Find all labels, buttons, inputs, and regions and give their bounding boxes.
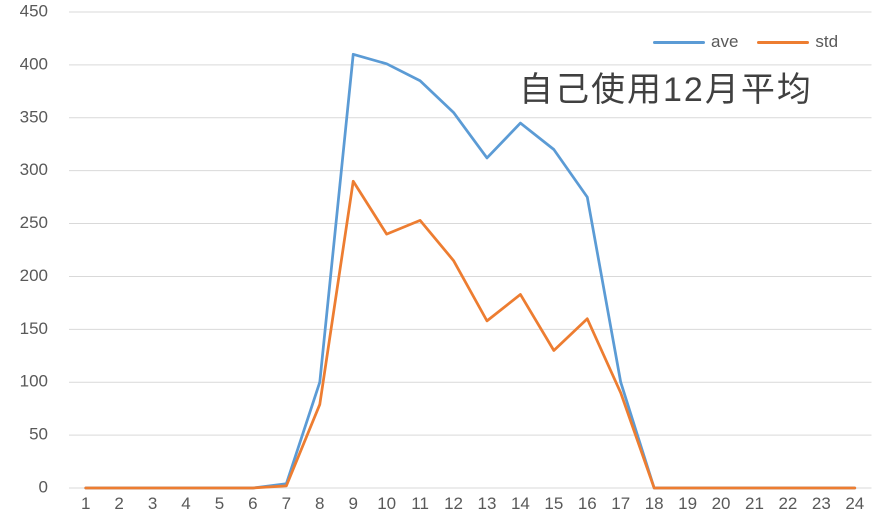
svg-text:11: 11 — [411, 494, 429, 513]
svg-text:24: 24 — [845, 494, 864, 513]
svg-text:16: 16 — [578, 494, 597, 513]
svg-text:6: 6 — [248, 494, 257, 513]
svg-text:12: 12 — [444, 494, 463, 513]
svg-text:21: 21 — [745, 494, 764, 513]
svg-text:400: 400 — [20, 54, 48, 73]
svg-text:350: 350 — [20, 107, 48, 126]
svg-text:2: 2 — [114, 494, 123, 513]
svg-text:8: 8 — [315, 494, 324, 513]
svg-text:23: 23 — [812, 494, 831, 513]
svg-text:3: 3 — [148, 494, 157, 513]
svg-text:9: 9 — [348, 494, 357, 513]
svg-text:150: 150 — [20, 319, 48, 338]
svg-text:19: 19 — [678, 494, 697, 513]
svg-text:4: 4 — [181, 494, 190, 513]
svg-text:18: 18 — [645, 494, 664, 513]
svg-text:17: 17 — [611, 494, 630, 513]
svg-text:5: 5 — [215, 494, 224, 513]
svg-text:14: 14 — [511, 494, 530, 513]
svg-text:1: 1 — [81, 494, 90, 513]
svg-text:0: 0 — [39, 477, 48, 496]
svg-text:13: 13 — [478, 494, 497, 513]
svg-text:10: 10 — [377, 494, 396, 513]
svg-text:100: 100 — [20, 372, 48, 391]
svg-text:250: 250 — [20, 213, 48, 232]
svg-text:300: 300 — [20, 160, 48, 179]
svg-text:15: 15 — [544, 494, 563, 513]
svg-text:50: 50 — [29, 425, 48, 444]
svg-text:7: 7 — [282, 494, 291, 513]
svg-text:200: 200 — [20, 266, 48, 285]
svg-text:450: 450 — [20, 1, 48, 20]
svg-text:20: 20 — [712, 494, 731, 513]
svg-text:22: 22 — [778, 494, 797, 513]
